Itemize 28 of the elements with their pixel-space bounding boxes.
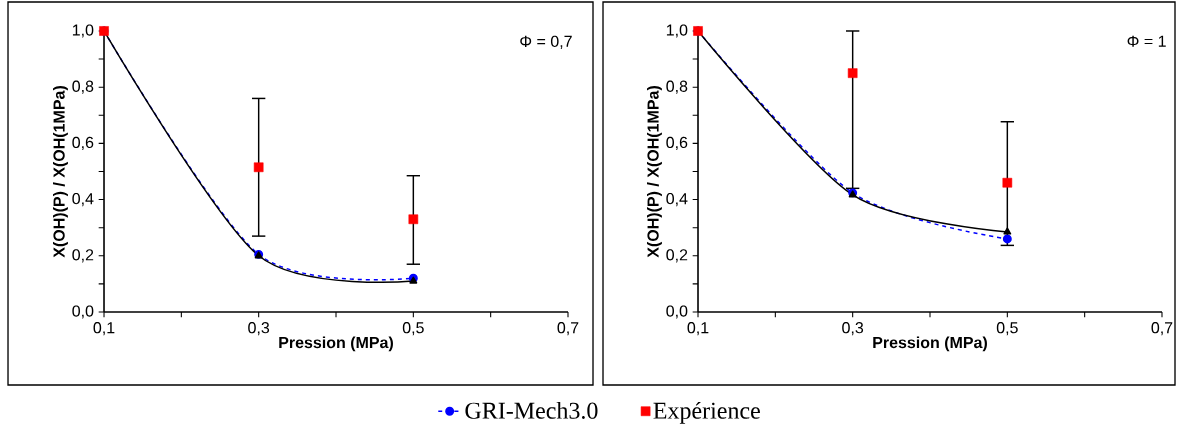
- legend-label: Expérience: [653, 401, 760, 424]
- y-axis-title: X(OH)(P) / X(OH(1MPa): [53, 86, 68, 258]
- x-tick-label: 0,1: [93, 322, 115, 336]
- x-axis-title: Pression (MPa): [873, 336, 987, 352]
- x-tick-label: 0,3: [842, 322, 864, 336]
- y-tick-label: 0,8: [666, 80, 688, 94]
- x-axis-title: Pression (MPa): [279, 336, 393, 352]
- y-tick-label: 0,8: [72, 80, 94, 94]
- x-tick-label: 0,1: [687, 322, 709, 336]
- y-tick-label: 0,4: [72, 192, 94, 207]
- y-axis-title: X(OH)(P) / X(OH(1MPa): [646, 86, 662, 258]
- legend-label: GRI-Mech3.0: [465, 401, 598, 419]
- y-tick-label: 0,6: [72, 136, 94, 150]
- annotation: Φ = 1: [1127, 35, 1166, 47]
- y-tick-label: 0,2: [666, 249, 688, 263]
- x-tick-label: 0,5: [402, 322, 424, 336]
- y-tick-label: 0,4: [666, 192, 688, 207]
- y-tick-label: 0,6: [666, 136, 688, 150]
- x-tick-label: 0,7: [557, 322, 579, 336]
- y-tick-label: 0,2: [72, 249, 94, 263]
- y-tick-label: 1,0: [666, 24, 688, 38]
- x-tick-label: 0,3: [248, 322, 270, 336]
- annotation: Φ = 0,7: [520, 35, 572, 49]
- y-tick-label: 0,0: [666, 305, 688, 319]
- y-tick-label: 0,0: [72, 305, 94, 319]
- y-tick-label: 1,0: [72, 24, 94, 38]
- x-tick-label: 0,5: [996, 322, 1018, 336]
- x-tick-label: 0,7: [1151, 322, 1173, 336]
